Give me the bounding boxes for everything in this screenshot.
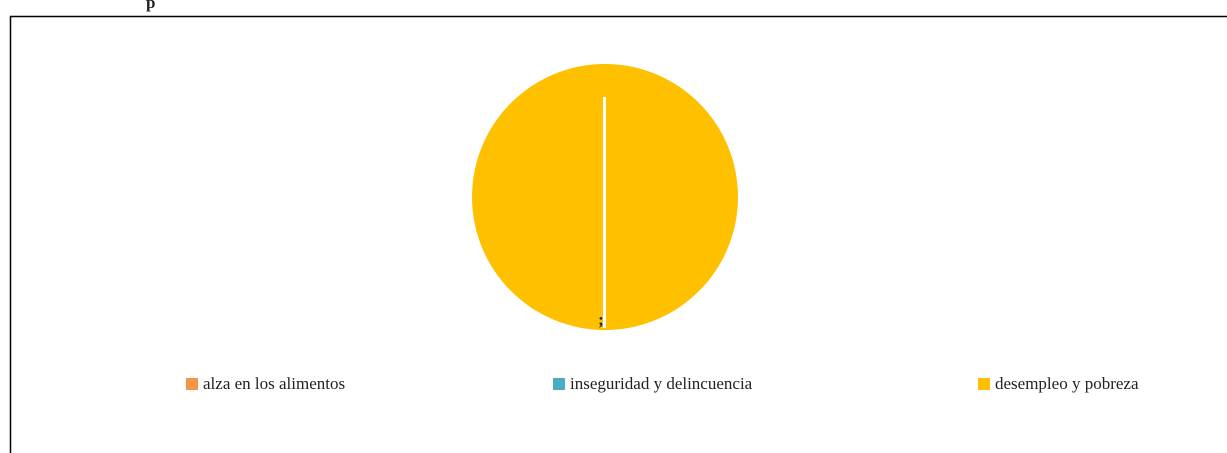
data-label: ; bbox=[598, 310, 604, 329]
legend-swatch bbox=[978, 378, 990, 390]
legend-swatch bbox=[186, 378, 198, 390]
legend: alza en los alimentos inseguridad y delin… bbox=[186, 374, 1139, 393]
legend-label: alza en los alimentos bbox=[203, 374, 345, 393]
chart-title: p bbox=[146, 0, 155, 12]
legend-label: inseguridad y delincuencia bbox=[570, 374, 753, 393]
legend-swatch bbox=[553, 378, 565, 390]
legend-label: desempleo y pobreza bbox=[995, 374, 1139, 393]
chart-frame bbox=[9, 15, 1227, 453]
